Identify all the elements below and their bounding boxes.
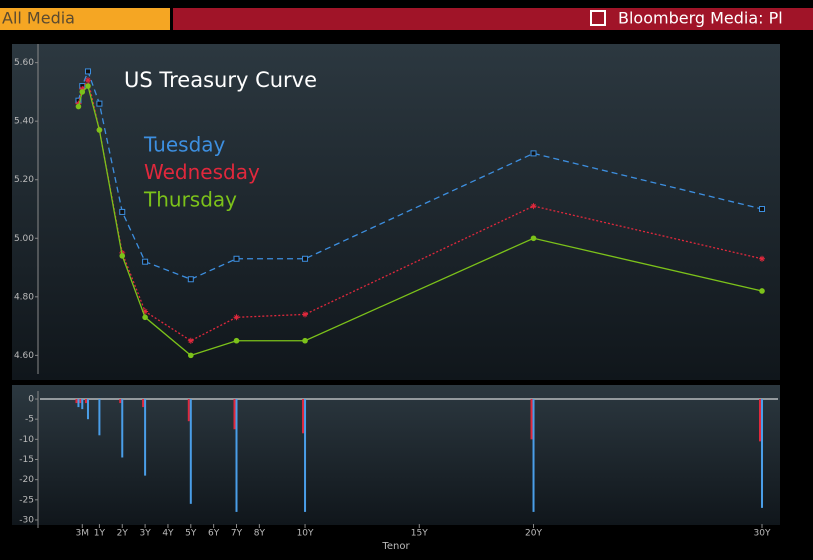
x-tick-label: 3M [76, 529, 90, 539]
marker [530, 235, 537, 242]
tab[interactable]: All Media [2, 9, 75, 28]
link-bar [173, 8, 813, 30]
marker [302, 337, 308, 344]
marker [75, 103, 82, 110]
marker [142, 308, 149, 315]
y-tick-label: -10 [19, 435, 34, 445]
marker [187, 276, 194, 283]
marker [75, 100, 82, 107]
legend-entry: Thursday [143, 188, 237, 212]
x-axis-label: Tenor [381, 541, 410, 552]
bar [121, 399, 124, 458]
bar [75, 399, 78, 404]
marker [96, 127, 103, 133]
bar [189, 399, 192, 504]
x-tick-label: 4Y [162, 529, 174, 539]
bar [142, 399, 145, 408]
bar [187, 399, 190, 422]
x-tick-label: 8Y [254, 529, 266, 539]
chart-title: US Treasury Curve [124, 68, 317, 92]
legend-entry: Tuesday [143, 133, 226, 157]
marker [302, 311, 309, 318]
marker [119, 253, 126, 259]
marker [530, 150, 537, 157]
marker [84, 77, 91, 84]
bar [84, 399, 87, 404]
x-tick-label: 10Y [297, 529, 314, 539]
bar [759, 399, 762, 442]
bar [761, 399, 764, 508]
marker [233, 255, 240, 262]
marker [85, 83, 91, 89]
bar [98, 399, 101, 436]
bar [233, 399, 236, 430]
y-tick-label: 4.80 [14, 292, 34, 302]
x-tick-label: 15Y [411, 529, 428, 539]
bar [144, 399, 147, 476]
bar [532, 399, 535, 512]
marker [119, 208, 126, 215]
x-tick-label: 1Y [94, 529, 106, 539]
link-icon[interactable] [590, 10, 606, 26]
marker [233, 337, 240, 344]
x-tick-label: 20Y [525, 529, 542, 539]
legend-entry: Wednesday [144, 160, 260, 184]
marker [79, 85, 86, 92]
tab-bg [0, 8, 170, 30]
marker [759, 255, 766, 262]
y-tick-label: 5.00 [14, 234, 34, 244]
bar [235, 399, 238, 512]
y-tick-label: 5.60 [14, 58, 34, 68]
bar [81, 399, 84, 410]
x-tick-label: 2Y [117, 529, 129, 539]
marker [530, 203, 537, 210]
x-tick-label: 7Y [231, 529, 243, 539]
x-tick-label: 5Y [185, 529, 197, 539]
y-tick-label: -25 [19, 495, 34, 505]
bar [530, 399, 533, 440]
marker [96, 100, 103, 107]
marker [142, 258, 149, 265]
top-panel [12, 44, 780, 380]
bar [119, 399, 122, 404]
marker [84, 68, 91, 75]
y-tick-label: 5.20 [14, 175, 34, 185]
bottom-panel [12, 385, 780, 525]
y-tick-label: 0 [28, 395, 34, 405]
marker [759, 288, 765, 294]
marker [79, 89, 86, 95]
bar [77, 399, 80, 408]
marker [233, 314, 240, 321]
bar [79, 399, 82, 404]
bar [302, 399, 305, 434]
y-tick-label: 5.40 [14, 117, 34, 127]
y-tick-label: -15 [19, 455, 34, 465]
bar [304, 399, 307, 512]
marker [302, 255, 309, 262]
marker [142, 314, 148, 321]
y-tick-label: -20 [19, 475, 34, 485]
x-tick-label: 30Y [754, 529, 771, 539]
marker [187, 337, 194, 344]
y-tick-label: 4.60 [14, 351, 34, 361]
link[interactable]: Bloomberg Media: Pl [618, 9, 783, 28]
y-tick-label: -30 [19, 515, 34, 525]
x-tick-label: 6Y [208, 529, 220, 539]
x-tick-label: 3Y [139, 529, 151, 539]
marker [759, 206, 766, 212]
bar [86, 399, 89, 420]
marker [187, 352, 194, 359]
y-tick-label: -5 [25, 415, 34, 425]
